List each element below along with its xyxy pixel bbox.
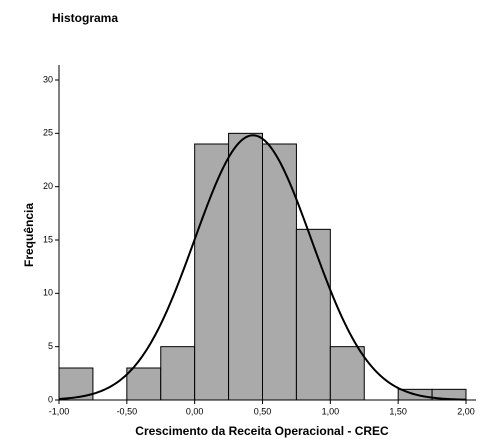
y-axis-label: Frequência	[22, 203, 36, 267]
bar	[262, 143, 297, 401]
y-tick-label: 30	[43, 74, 53, 84]
x-tick-label: -0,50	[117, 406, 138, 416]
x-tick-label: 1,00	[322, 406, 340, 416]
x-tick-label: 1,50	[389, 406, 407, 416]
y-tick-label: 0	[48, 394, 53, 404]
bar	[194, 143, 230, 401]
bar	[126, 367, 162, 401]
y-tick-label: 15	[43, 234, 53, 244]
bar	[160, 346, 196, 401]
y-tick-label: 25	[43, 128, 53, 138]
bar	[295, 228, 331, 401]
x-tick-label: 2,00	[457, 406, 475, 416]
x-axis-label: Crescimento da Receita Operacional - CRE…	[135, 424, 389, 438]
bar	[228, 132, 263, 401]
x-tick-label: 0,50	[254, 406, 272, 416]
normal-curve	[58, 134, 467, 401]
chart-title: Histograma	[52, 11, 118, 25]
y-tick-label: 10	[43, 288, 53, 298]
y-tick-label: 5	[48, 341, 53, 351]
y-tick-label: 20	[43, 181, 53, 191]
x-tick-label: 0,00	[186, 406, 204, 416]
bar	[329, 346, 365, 401]
x-tick-label: -1,00	[49, 406, 70, 416]
